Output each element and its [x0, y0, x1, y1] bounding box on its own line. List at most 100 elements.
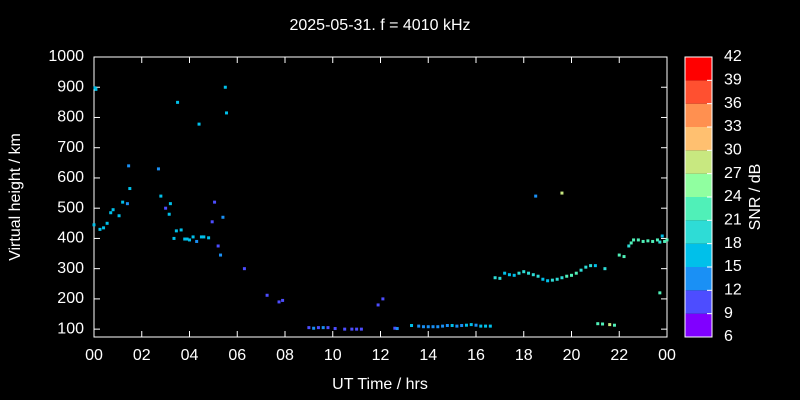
data-point: [658, 291, 662, 295]
data-point: [223, 85, 227, 89]
colorbar-tick-label: 18: [724, 235, 742, 252]
colorbar-band: [685, 290, 712, 314]
data-point: [431, 325, 435, 329]
data-point: [121, 200, 125, 204]
colorbar-tick-label: 33: [724, 118, 742, 135]
data-point: [570, 273, 573, 277]
colorbar-band: [685, 103, 712, 127]
data-point: [395, 327, 399, 331]
data-point: [503, 271, 507, 275]
data-point: [565, 274, 569, 278]
y-tick-label: 200: [57, 290, 84, 307]
x-tick-label: 16: [467, 347, 485, 364]
data-point: [210, 220, 214, 224]
data-point: [593, 264, 597, 268]
data-point: [464, 323, 468, 327]
data-point: [265, 293, 269, 297]
data-point: [655, 238, 659, 242]
data-point: [560, 276, 564, 280]
y-axis-label: Virtual height / km: [7, 133, 24, 261]
data-point: [579, 268, 583, 272]
data-point: [646, 239, 650, 243]
data-point: [479, 324, 483, 328]
data-point: [608, 323, 612, 327]
colorbar-tick-label: 36: [724, 95, 742, 112]
data-point: [199, 235, 203, 239]
data-point: [488, 324, 492, 328]
x-tick-label: 22: [610, 347, 628, 364]
colorbar-band: [685, 220, 712, 244]
x-tick-label: 10: [324, 347, 342, 364]
x-tick-label: 08: [276, 347, 294, 364]
data-point: [484, 324, 488, 328]
data-point: [321, 326, 325, 330]
data-point: [584, 265, 588, 269]
x-tick-label: 14: [419, 347, 437, 364]
x-axis-label: UT Time / hrs: [332, 376, 428, 393]
data-point: [603, 267, 607, 271]
data-point: [641, 239, 645, 243]
data-point: [312, 326, 316, 330]
data-point: [507, 273, 511, 277]
colorbar-band: [685, 80, 712, 104]
data-point: [617, 253, 621, 257]
data-point: [531, 273, 535, 277]
data-point: [167, 212, 171, 216]
data-point: [111, 208, 115, 212]
data-point: [376, 303, 380, 307]
data-point: [359, 327, 363, 331]
data-point: [527, 271, 531, 275]
y-tick-label: 300: [57, 260, 84, 277]
data-point: [445, 324, 449, 328]
data-point: [213, 200, 217, 204]
y-tick-label: 600: [57, 169, 84, 186]
data-point: [450, 324, 454, 328]
data-point: [242, 267, 246, 271]
y-tick-label: 900: [57, 78, 84, 95]
data-point: [410, 324, 414, 328]
x-tick-label: 00: [85, 347, 103, 364]
data-point: [176, 100, 180, 104]
x-tick-label: 06: [228, 347, 246, 364]
data-point: [541, 277, 545, 281]
colorbar-tick-label: 27: [724, 165, 742, 182]
data-point: [109, 211, 113, 215]
data-point: [536, 274, 540, 278]
colorbar-tick-label: 9: [724, 305, 733, 322]
data-point: [281, 298, 285, 302]
x-tick-label: 20: [563, 347, 581, 364]
data-point: [517, 271, 521, 275]
colorbar-tick-label: 24: [724, 188, 742, 205]
colorbar-tick-label: 39: [724, 72, 742, 89]
data-point: [172, 236, 176, 240]
data-point: [221, 215, 225, 219]
colorbar-band: [685, 243, 712, 267]
x-tick-label: 04: [181, 347, 199, 364]
data-point: [333, 327, 337, 331]
data-point: [469, 323, 473, 327]
data-point: [127, 164, 131, 168]
data-point: [185, 237, 189, 241]
data-point: [343, 327, 347, 331]
colorbar-band: [685, 127, 712, 151]
data-point: [555, 277, 559, 281]
data-point: [417, 324, 421, 328]
data-point: [601, 322, 605, 326]
data-point: [125, 202, 129, 206]
colorbar-band: [685, 57, 712, 81]
y-tick-label: 700: [57, 139, 84, 156]
data-point: [632, 238, 636, 242]
data-point: [665, 238, 669, 242]
chart-title: 2025-05-31. f = 4010 kHz: [289, 17, 470, 34]
y-tick-label: 400: [57, 230, 84, 247]
data-point: [164, 206, 168, 210]
colorbar-band: [685, 313, 712, 337]
data-point: [197, 122, 201, 126]
data-point: [596, 322, 600, 326]
data-point: [326, 326, 330, 330]
data-point: [156, 167, 160, 171]
data-point: [651, 239, 655, 243]
data-point: [216, 244, 220, 248]
